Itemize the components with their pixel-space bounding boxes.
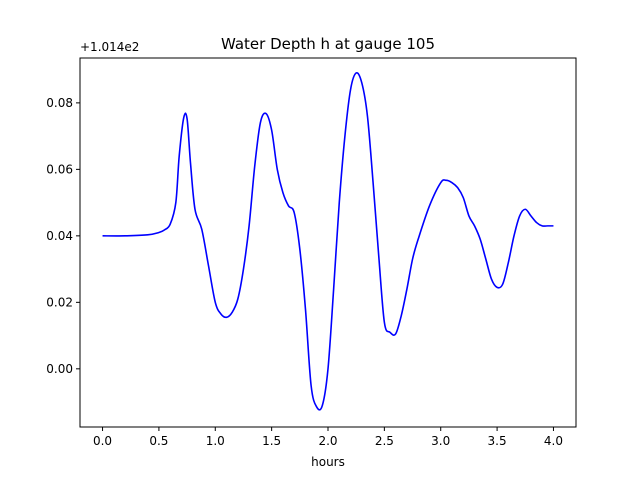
x-tick-label: 2.0 (318, 434, 337, 448)
y-tick-label: 0.02 (46, 295, 73, 309)
x-tick-label: 3.5 (488, 434, 507, 448)
x-axis-label: hours (311, 455, 345, 469)
y-tick-label: 0.04 (46, 229, 73, 243)
x-tick-label: 1.5 (262, 434, 281, 448)
x-tick-label: 2.5 (375, 434, 394, 448)
x-tick-label: 1.0 (206, 434, 225, 448)
y-axis-offset-label: +1.014e2 (80, 40, 139, 54)
chart-title: Water Depth h at gauge 105 (221, 35, 435, 53)
x-tick-label: 0.0 (93, 434, 112, 448)
x-tick-label: 3.0 (431, 434, 450, 448)
y-axis: 0.00 0.02 0.04 0.06 0.08 (46, 96, 80, 376)
series-line (102, 72, 554, 411)
x-tick-label: 0.5 (149, 434, 168, 448)
y-tick-label: 0.06 (46, 162, 73, 176)
y-tick-label: 0.08 (46, 96, 73, 110)
x-tick-label: 4.0 (544, 434, 563, 448)
x-axis: 0.0 0.5 1.0 1.5 2.0 2.5 3.0 3.5 4.0 (93, 427, 563, 448)
y-tick-label: 0.00 (46, 362, 73, 376)
